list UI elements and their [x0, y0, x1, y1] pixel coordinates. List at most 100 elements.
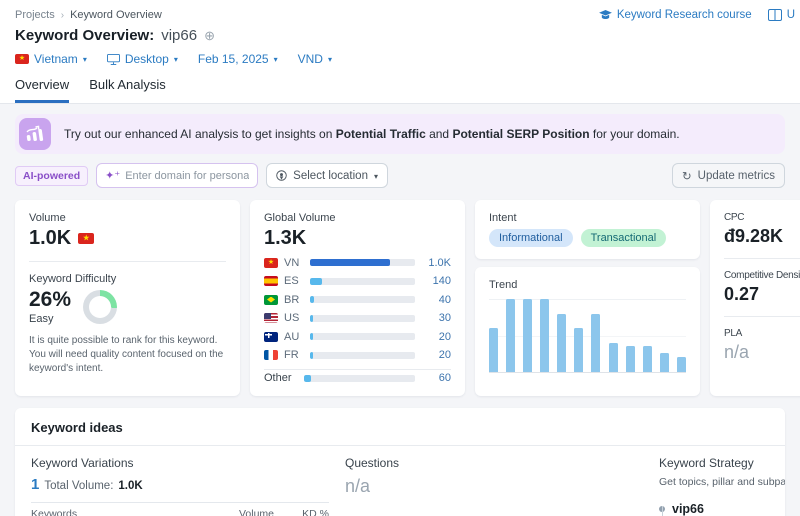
difficulty-description: It is quite possible to rank for this ke…	[29, 335, 224, 374]
trend-bar	[659, 353, 669, 372]
chevron-down-icon: ▾	[173, 55, 178, 64]
keywords-column-header: Keywords	[31, 508, 78, 516]
fr-flag-icon	[264, 350, 278, 360]
select-location-dropdown[interactable]: Select location ▾	[266, 163, 388, 188]
date-filter-dropdown[interactable]: Feb 15, 2025 ▾	[197, 52, 278, 66]
volume-bar	[310, 259, 390, 266]
circle-plus-icon[interactable]: ⊕	[204, 28, 215, 43]
global-volume-label: Global Volume	[264, 212, 336, 224]
keyword-strategy-column: Keyword Strategy Get topics, pillar and …	[659, 456, 785, 516]
currency-filter-dropdown[interactable]: VND ▾	[297, 52, 332, 66]
chevron-down-icon: ▾	[273, 55, 278, 64]
trend-bar	[676, 356, 686, 372]
ai-powered-badge: AI-powered	[15, 165, 89, 186]
global-volume-row: AU 20	[264, 331, 451, 343]
questions-title: Questions	[345, 456, 400, 470]
volume-bar-track	[310, 314, 415, 322]
trend-label: Trend	[489, 279, 518, 291]
country-volume: 20	[438, 330, 451, 343]
other-value: 60	[438, 372, 451, 384]
country-code: FR	[284, 349, 299, 361]
tab-bulk-analysis[interactable]: Bulk Analysis	[89, 77, 166, 92]
keyword-difficulty-value: 26%	[29, 288, 72, 311]
keyword-strategy-subtitle: Get topics, pillar and subpages automati…	[659, 476, 785, 488]
intent-badge-transactional[interactable]: Transactional	[580, 229, 667, 247]
global-volume-rows: VN 1.0K ES 140 BR 40 US 30 AU 20 FR 20	[264, 257, 451, 361]
country-filter-dropdown[interactable]: Vietnam ▾	[15, 52, 87, 66]
total-volume-value: 1.0K	[118, 480, 143, 492]
volume-bar-track	[310, 351, 415, 359]
volume-bar-track	[310, 259, 415, 266]
trend-bar	[489, 328, 498, 372]
kd-column-header: KD %	[302, 508, 329, 516]
volume-value: 1.0K	[29, 227, 72, 249]
cpc-value: đ9.28K	[724, 226, 784, 246]
intent-card: Intent Informational Transactional	[475, 200, 700, 259]
breadcrumb-projects[interactable]: Projects	[15, 9, 55, 21]
tabs: Overview Bulk Analysis	[0, 77, 800, 104]
intent-badge-informational[interactable]: Informational	[489, 229, 573, 247]
refresh-icon: ↻	[682, 170, 692, 183]
device-filter-dropdown[interactable]: Desktop ▾	[106, 52, 178, 66]
graduation-cap-icon	[598, 9, 612, 19]
location-pin-icon	[276, 170, 287, 181]
country-volume: 30	[438, 312, 451, 324]
competitive-density-label: Competitive Density	[724, 270, 800, 281]
trend-bar	[642, 346, 652, 372]
volume-bar-track	[310, 296, 415, 303]
variations-count: 1	[31, 476, 40, 493]
breadcrumb-keyword-overview[interactable]: Keyword Overview	[70, 9, 162, 21]
country-code: US	[284, 312, 300, 324]
competitive-density-value: 0.27	[724, 284, 760, 304]
global-volume-value: 1.3K	[264, 227, 307, 249]
intent-badges: Informational Transactional	[489, 229, 686, 247]
chevron-down-icon: ▾	[327, 55, 332, 64]
global-volume-row: BR 40	[264, 294, 451, 306]
tab-overview[interactable]: Overview	[15, 77, 70, 103]
us-flag-icon	[264, 313, 278, 323]
country-volume: 140	[432, 275, 451, 287]
global-volume-row: VN 1.0K	[264, 257, 451, 269]
keyword-research-course-link[interactable]: Keyword Research course	[598, 9, 752, 21]
vietnam-flag-icon	[78, 233, 95, 244]
trend-bar	[574, 328, 584, 372]
trend-bar-chart	[489, 299, 686, 373]
domain-input[interactable]	[125, 169, 250, 182]
trend-bar	[540, 299, 550, 372]
desktop-icon	[106, 53, 120, 65]
country-volume: 1.0K	[428, 256, 451, 269]
volume-bar	[310, 277, 322, 285]
volume-label: Volume	[29, 212, 66, 224]
strategy-tree: vip66 tài game nhatvipw88vn hong nhungku…	[659, 499, 785, 516]
cpc-label: CPC	[724, 212, 745, 223]
chevron-down-icon: ▾	[373, 171, 378, 181]
trend-bar	[608, 342, 618, 372]
trend-card: Trend	[475, 267, 700, 396]
volume-difficulty-card: Volume 1.0K Keyword Difficulty 26% Easy …	[15, 200, 240, 396]
ai-analysis-banner: Try out our enhanced AI analysis to get …	[15, 114, 785, 154]
global-volume-row: FR 20	[264, 349, 451, 361]
trend-bar	[591, 313, 601, 372]
total-volume-label: Total Volume:	[44, 480, 114, 492]
au-flag-icon	[264, 331, 278, 342]
difficulty-donut-chart	[83, 289, 118, 324]
volume-bar-track	[310, 333, 415, 340]
global-volume-other-row: Other 60	[264, 369, 451, 384]
other-label: Other	[264, 372, 292, 384]
domain-input-wrap: ✦⁺	[96, 163, 259, 188]
keyword-difficulty-level: Easy	[29, 313, 54, 325]
breadcrumb-separator: ›	[60, 9, 65, 21]
keyword-variations-title: Keyword Variations	[31, 456, 134, 470]
update-metrics-button[interactable]: ↻ Update metrics	[672, 163, 785, 188]
global-volume-row: US 30	[264, 312, 451, 324]
global-volume-card: Global Volume 1.3K VN 1.0K ES 140 BR 40 US 30 AU…	[250, 200, 465, 396]
global-volume-row: ES 140	[264, 275, 451, 287]
page-title-keyword: vip66	[161, 27, 198, 44]
pla-label: PLA	[724, 328, 743, 339]
sparkle-icon: ✦⁺	[105, 170, 121, 182]
country-code: ES	[284, 275, 299, 287]
keyword-strategy-title: Keyword Strategy	[659, 456, 754, 470]
volume-bar	[310, 351, 314, 359]
user-manual-link[interactable]: U	[767, 9, 795, 21]
